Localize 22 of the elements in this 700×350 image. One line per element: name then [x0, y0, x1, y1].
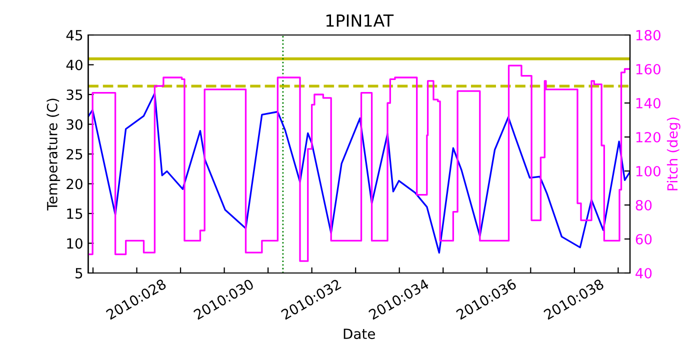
x-axis-title: Date [344, 328, 375, 340]
y-tick-label: 45 [66, 30, 82, 40]
y2-tick-label: 140 [636, 98, 660, 108]
y-tick-label: 20 [66, 178, 82, 190]
y2-axis-title: Pitch (deg) [666, 118, 680, 190]
y2-tick-label: 100 [636, 166, 660, 176]
y2-tick-label: 180 [636, 30, 660, 40]
y-tick-label: 35 [66, 89, 82, 100]
y2-tick-label: 40 [636, 268, 652, 278]
y2-tick-label: 160 [636, 64, 660, 74]
y2-tick-label: 60 [636, 234, 652, 244]
y-tick-label: 30 [66, 119, 82, 130]
y-axis-title: Temperature (C) [46, 98, 60, 210]
y-tick-label: 15 [67, 208, 82, 219]
y-tick-label: 10 [67, 238, 82, 249]
chart-title: 1PIN1AT [326, 14, 394, 27]
y2-tick-label: 80 [636, 200, 652, 210]
y-tick-label: 25 [66, 148, 82, 160]
y2-tick-label: 120 [636, 132, 660, 142]
y-tick-label: 40 [66, 60, 82, 70]
line-series [88, 92, 630, 254]
y-tick-label: 5 [76, 268, 82, 278]
